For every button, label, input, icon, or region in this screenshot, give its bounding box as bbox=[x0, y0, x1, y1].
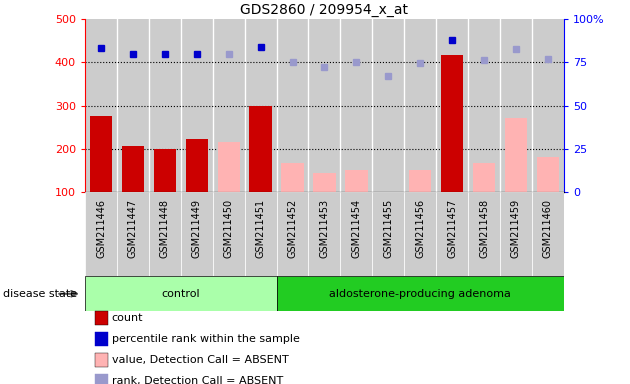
Bar bbox=[313, 174, 336, 192]
Bar bbox=[404, 19, 436, 192]
Text: GSM211448: GSM211448 bbox=[160, 199, 170, 258]
Bar bbox=[181, 19, 213, 192]
Bar bbox=[309, 19, 340, 192]
Bar bbox=[217, 142, 240, 192]
Bar bbox=[85, 19, 117, 192]
Bar bbox=[213, 192, 244, 276]
Bar bbox=[181, 192, 213, 276]
Bar bbox=[277, 276, 564, 311]
Bar bbox=[249, 106, 272, 192]
Bar bbox=[436, 19, 468, 192]
Bar bbox=[468, 19, 500, 192]
Bar bbox=[309, 192, 340, 276]
Bar bbox=[149, 192, 181, 276]
Bar bbox=[340, 192, 372, 276]
Text: disease state: disease state bbox=[3, 289, 77, 299]
Text: GSM211447: GSM211447 bbox=[128, 199, 138, 258]
Text: GSM211458: GSM211458 bbox=[479, 199, 489, 258]
Bar bbox=[473, 163, 495, 192]
Text: GSM211452: GSM211452 bbox=[287, 199, 297, 258]
Bar bbox=[85, 276, 277, 311]
Bar bbox=[441, 55, 463, 192]
Text: GSM211449: GSM211449 bbox=[192, 199, 202, 258]
Text: GSM211456: GSM211456 bbox=[415, 199, 425, 258]
Bar bbox=[468, 192, 500, 276]
Bar bbox=[532, 192, 564, 276]
Bar bbox=[500, 19, 532, 192]
Bar bbox=[537, 157, 559, 192]
Text: GSM211451: GSM211451 bbox=[256, 199, 266, 258]
Title: GDS2860 / 209954_x_at: GDS2860 / 209954_x_at bbox=[241, 3, 408, 17]
Bar bbox=[186, 139, 208, 192]
Text: GSM211450: GSM211450 bbox=[224, 199, 234, 258]
Bar bbox=[213, 19, 244, 192]
Bar bbox=[345, 170, 367, 192]
Text: percentile rank within the sample: percentile rank within the sample bbox=[112, 334, 299, 344]
Text: GSM211453: GSM211453 bbox=[319, 199, 329, 258]
Bar bbox=[436, 192, 468, 276]
Bar bbox=[277, 19, 309, 192]
Text: count: count bbox=[112, 313, 143, 323]
Text: control: control bbox=[161, 289, 200, 299]
Text: GSM211459: GSM211459 bbox=[511, 199, 521, 258]
Bar bbox=[500, 192, 532, 276]
Bar bbox=[404, 192, 436, 276]
Bar bbox=[277, 192, 309, 276]
Bar bbox=[505, 118, 527, 192]
Bar bbox=[244, 19, 277, 192]
Text: GSM211457: GSM211457 bbox=[447, 199, 457, 258]
Bar bbox=[532, 19, 564, 192]
Text: GSM211454: GSM211454 bbox=[352, 199, 362, 258]
Bar bbox=[372, 192, 404, 276]
Text: aldosterone-producing adenoma: aldosterone-producing adenoma bbox=[329, 289, 511, 299]
Bar bbox=[122, 146, 144, 192]
Bar bbox=[409, 170, 432, 192]
Text: GSM211455: GSM211455 bbox=[383, 199, 393, 258]
Bar bbox=[154, 149, 176, 192]
Text: GSM211446: GSM211446 bbox=[96, 199, 106, 258]
Bar bbox=[149, 19, 181, 192]
Bar bbox=[340, 19, 372, 192]
Text: GSM211460: GSM211460 bbox=[543, 199, 553, 258]
Bar bbox=[117, 19, 149, 192]
Text: rank, Detection Call = ABSENT: rank, Detection Call = ABSENT bbox=[112, 376, 283, 384]
Text: value, Detection Call = ABSENT: value, Detection Call = ABSENT bbox=[112, 355, 289, 365]
Bar bbox=[244, 192, 277, 276]
Bar bbox=[85, 192, 117, 276]
Bar bbox=[282, 163, 304, 192]
Bar bbox=[372, 19, 404, 192]
Bar bbox=[90, 116, 112, 192]
Bar bbox=[117, 192, 149, 276]
